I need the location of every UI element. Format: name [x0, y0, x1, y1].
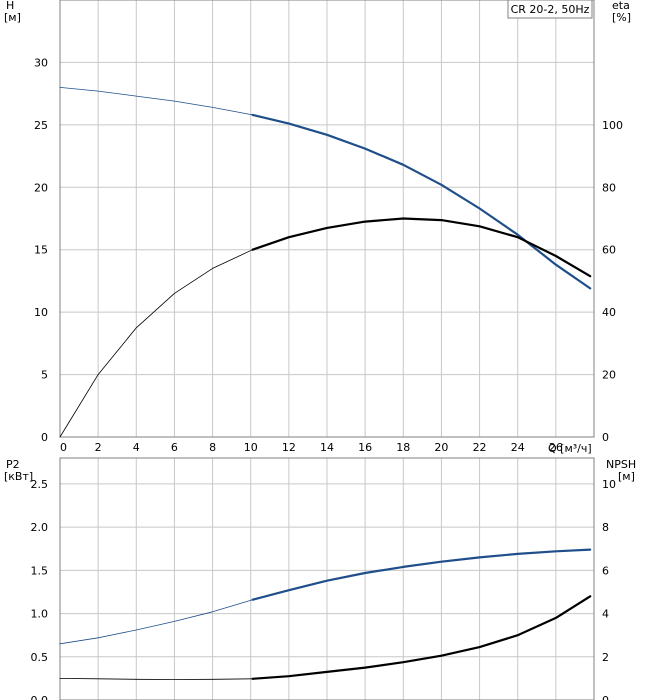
y2-tick-label: 6: [602, 564, 609, 577]
x-tick-label: 24: [511, 441, 525, 454]
series-line-duty: [251, 217, 592, 278]
top-y-axis-title: H [м]: [4, 0, 21, 24]
y-tick-label: 1.5: [31, 564, 49, 577]
x-tick-label: 10: [244, 441, 258, 454]
x-tick-label: 0: [60, 441, 67, 454]
x-tick-label: 12: [282, 441, 296, 454]
bottom-plot-grid: [60, 458, 594, 700]
x-tick-label: 2: [95, 441, 102, 454]
y2-tick-label: 4: [602, 608, 609, 621]
series-line-thin: [59, 87, 253, 116]
top-plot-curves: [59, 87, 592, 438]
x-tick-label: 8: [209, 441, 216, 454]
top-plot-grid: [60, 0, 594, 437]
y-tick-label: 2.0: [31, 521, 49, 534]
y-tick-label: 5: [41, 369, 48, 382]
y2-tick-label: 2: [602, 651, 609, 664]
y-tick-label: 15: [34, 244, 48, 257]
y-tick-label: 0: [41, 431, 48, 444]
y2-tick-label: 0: [602, 694, 609, 700]
y-tick-label: 10: [34, 306, 48, 319]
bottom-plot-frame: [59, 457, 595, 700]
x-tick-label: 16: [358, 441, 372, 454]
series-legend: CR 20-2, 50Hz: [507, 0, 593, 19]
top-y2-axis-title: eta [%]: [612, 0, 631, 24]
x-tick-label: 18: [396, 441, 410, 454]
y2-tick-label: 80: [602, 181, 616, 194]
y-tick-label: 0.0: [31, 694, 49, 700]
series-line-thin: [59, 678, 253, 680]
y-tick-label: 20: [34, 181, 48, 194]
series-line-duty: [251, 595, 592, 680]
x-tick-label: 26: [549, 441, 563, 454]
series-legend-box: [507, 0, 593, 19]
top-plot-frame: [59, 0, 595, 438]
series-line-thin: [59, 599, 253, 645]
x-tick-label: 4: [133, 441, 140, 454]
y-tick-label: 25: [34, 119, 48, 132]
y-tick-label: 2.5: [31, 478, 49, 491]
series-line-thin: [59, 249, 253, 438]
top-x-axis-title: Q [м³/ч]: [548, 442, 592, 455]
y2-tick-label: 100: [602, 119, 623, 132]
y-tick-label: 1.0: [31, 608, 49, 621]
y2-tick-label: 20: [602, 369, 616, 382]
bottom-plot-tick-labels: 0.0 0.5 1.0 1.5 2.0 2.5 0 2 4 6 8 10: [31, 478, 617, 700]
x-tick-label: 14: [320, 441, 334, 454]
series-line-duty: [251, 113, 592, 290]
series-line-duty: [251, 548, 592, 601]
x-tick-label: 6: [171, 441, 178, 454]
y2-tick-label: 8: [602, 521, 609, 534]
y2-tick-label: 0: [602, 431, 609, 444]
bottom-plot: 0.0 0.5 1.0 1.5 2.0 2.5 0 2 4 6 8 10 P2[кВт] NPSH[м…: [4, 457, 636, 700]
y2-tick-label: 40: [602, 306, 616, 319]
bottom-y2-axis-title: NPSH [м]: [606, 458, 636, 483]
y-tick-label: 0.5: [31, 651, 49, 664]
y2-tick-label: 10: [602, 478, 616, 491]
bottom-plot-curves: [59, 548, 592, 680]
bottom-y-axis-title: P2 [кВт]: [4, 458, 33, 483]
series-legend-label: CR 20-2, 50Hz: [511, 3, 590, 16]
y-tick-label: 30: [34, 56, 48, 69]
y2-tick-label: 60: [602, 244, 616, 257]
x-tick-label: 22: [473, 441, 487, 454]
x-tick-label: 20: [434, 441, 448, 454]
